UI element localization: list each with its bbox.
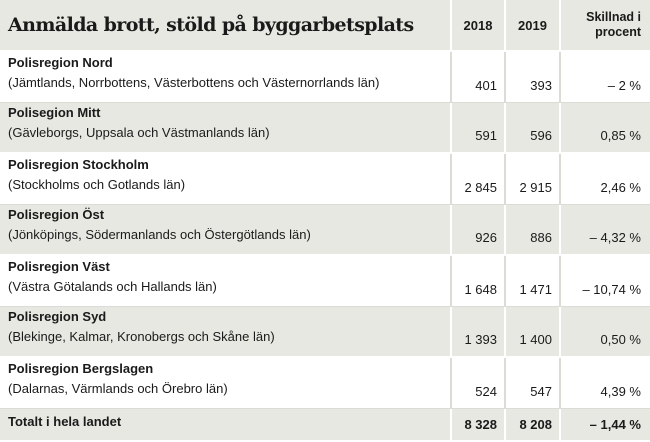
value-diff: – 4,32 % xyxy=(561,205,650,256)
value-2019: 596 xyxy=(506,103,561,154)
table-row: Polisregion Nord (Jämtlands, Norrbottens,… xyxy=(0,52,650,103)
region-name: Polisregion Öst xyxy=(8,207,105,222)
table-row: Polisregion Väst (Västra Götalands och Ha… xyxy=(0,256,650,307)
col-header-diff: Skillnad i procent xyxy=(561,0,650,52)
total-diff: – 1,44 % xyxy=(561,409,650,442)
table-row: Polisegion Mitt (Gävleborgs, Uppsala och … xyxy=(0,103,650,154)
table-row: Polisregion Syd (Blekinge, Kalmar, Kronob… xyxy=(0,307,650,358)
value-2018: 591 xyxy=(452,103,506,154)
region-cell: Polisregion Öst (Jönköpings, Södermanland… xyxy=(0,205,452,256)
value-2018: 2 845 xyxy=(452,154,506,205)
value-diff: 4,39 % xyxy=(561,358,650,409)
region-cell: Polisregion Bergslagen (Dalarnas, Värmlan… xyxy=(0,358,452,409)
value-2018: 926 xyxy=(452,205,506,256)
region-name: Polisregion Stockholm xyxy=(8,157,149,172)
value-2019: 547 xyxy=(506,358,561,409)
col-header-2018: 2018 xyxy=(452,0,506,52)
region-counties: (Blekinge, Kalmar, Kronobergs och Skåne … xyxy=(8,329,275,344)
table-title: Anmälda brott, stöld på byggarbetsplats xyxy=(0,0,452,52)
region-counties: (Stockholms och Gotlands län) xyxy=(8,177,186,192)
region-counties: (Dalarnas, Värmlands och Örebro län) xyxy=(8,381,228,396)
value-2019: 886 xyxy=(506,205,561,256)
value-2018: 1 648 xyxy=(452,256,506,307)
region-counties: (Jönköpings, Södermanlands och Östergötl… xyxy=(8,227,311,242)
region-name: Polisegion Mitt xyxy=(8,105,101,120)
value-diff: 0,50 % xyxy=(561,307,650,358)
value-diff: 0,85 % xyxy=(561,103,650,154)
col-header-2019: 2019 xyxy=(506,0,561,52)
table-row: Polisregion Stockholm (Stockholms och Got… xyxy=(0,154,650,205)
region-name: Polisregion Nord xyxy=(8,55,113,70)
region-cell: Polisregion Nord (Jämtlands, Norrbottens,… xyxy=(0,52,452,103)
value-2019: 393 xyxy=(506,52,561,103)
value-2018: 1 393 xyxy=(452,307,506,358)
value-2019: 2 915 xyxy=(506,154,561,205)
region-cell: Polisregion Väst (Västra Götalands och Ha… xyxy=(0,256,452,307)
region-name: Polisregion Väst xyxy=(8,259,110,274)
region-cell: Polisregion Stockholm (Stockholms och Got… xyxy=(0,154,452,205)
region-name: Polisregion Bergslagen xyxy=(8,361,154,376)
value-2019: 1 471 xyxy=(506,256,561,307)
region-counties: (Västra Götalands och Hallands län) xyxy=(8,279,217,294)
region-cell: Polisegion Mitt (Gävleborgs, Uppsala och … xyxy=(0,103,452,154)
region-counties: (Gävleborgs, Uppsala och Västmanlands lä… xyxy=(8,125,270,140)
region-cell: Polisregion Syd (Blekinge, Kalmar, Kronob… xyxy=(0,307,452,358)
value-diff: – 2 % xyxy=(561,52,650,103)
total-2019: 8 208 xyxy=(506,409,561,442)
total-2018: 8 328 xyxy=(452,409,506,442)
total-label: Totalt i hela landet xyxy=(0,409,452,442)
value-2018: 524 xyxy=(452,358,506,409)
table-row: Polisregion Bergslagen (Dalarnas, Värmlan… xyxy=(0,358,650,409)
value-2018: 401 xyxy=(452,52,506,103)
total-row: Totalt i hela landet 8 328 8 208 – 1,44 … xyxy=(0,409,650,442)
value-diff: – 10,74 % xyxy=(561,256,650,307)
table-row: Polisregion Öst (Jönköpings, Södermanland… xyxy=(0,205,650,256)
region-counties: (Jämtlands, Norrbottens, Västerbottens o… xyxy=(8,75,380,90)
region-name: Polisregion Syd xyxy=(8,309,107,324)
value-diff: 2,46 % xyxy=(561,154,650,205)
header-row: Anmälda brott, stöld på byggarbetsplats … xyxy=(0,0,650,52)
value-2019: 1 400 xyxy=(506,307,561,358)
